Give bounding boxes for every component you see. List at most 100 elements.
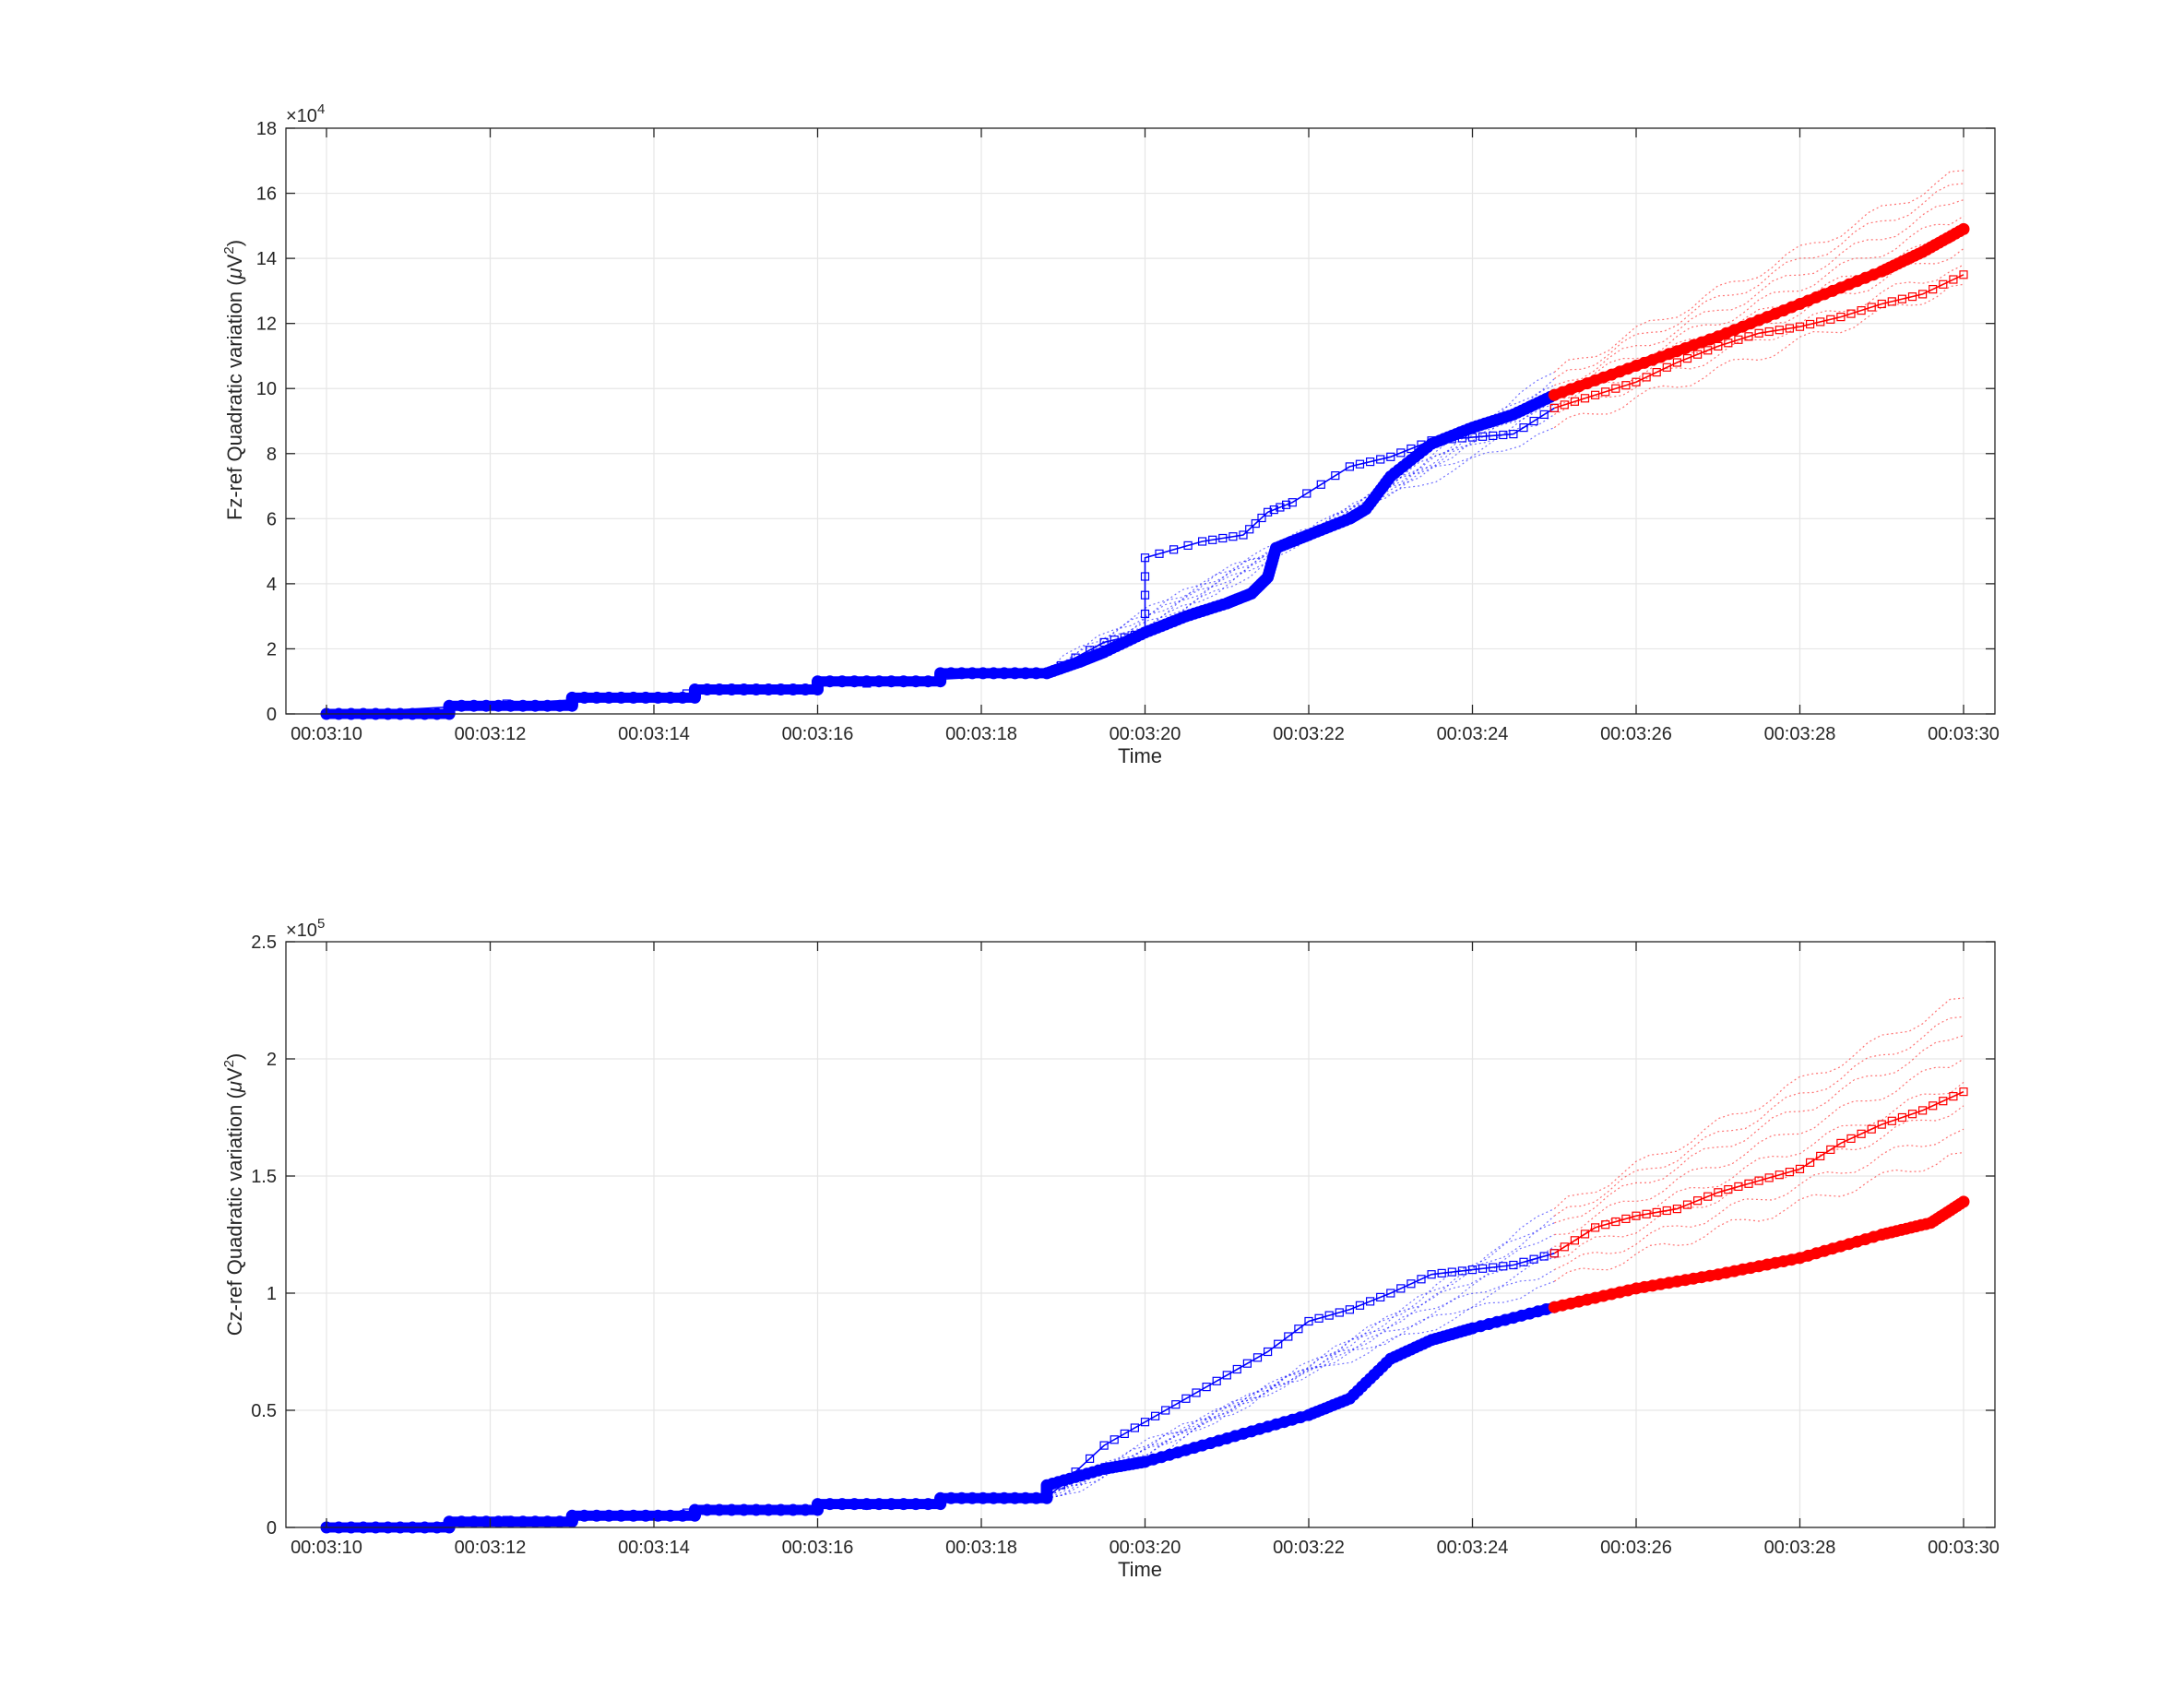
square-marker: [1764, 1173, 1774, 1182]
square-marker: [1601, 387, 1610, 397]
square-marker: [1140, 1418, 1150, 1427]
grid-lines: [286, 941, 1995, 1528]
square-marker: [1376, 1292, 1385, 1302]
data-point-marker: [664, 691, 677, 704]
data-point-marker: [639, 691, 652, 704]
square-marker: [1939, 279, 1948, 289]
data-point-marker: [787, 1503, 800, 1516]
square-marker: [1263, 1347, 1273, 1357]
square-marker: [1467, 433, 1478, 442]
square-marker: [1744, 332, 1753, 341]
x-tick-label: 00:03:22: [1273, 1538, 1345, 1558]
square-marker: [1376, 455, 1385, 464]
tick-labels: 00:03:10 00:03:12 00:03:14 00:03:16 00:03:18…: [256, 119, 2000, 744]
realization-line-red: [1554, 264, 1964, 415]
square-marker: [1288, 498, 1297, 507]
square-marker: [1846, 1134, 1856, 1144]
y-axis-label: Cz-ref Quadratic variation (μV2): [221, 1053, 246, 1337]
square-marker: [1857, 1129, 1866, 1138]
square-marker: [1489, 431, 1498, 440]
square-marker: [1509, 1260, 1518, 1270]
square-marker: [862, 1501, 872, 1510]
data-point-marker: [799, 683, 812, 695]
data-point-marker: [944, 1491, 957, 1504]
square-marker: [1252, 1353, 1263, 1362]
square-marker: [1621, 381, 1631, 390]
square-marker: [1140, 590, 1150, 600]
square-marker: [682, 689, 692, 698]
square-marker: [1478, 432, 1488, 441]
data-point-marker: [738, 683, 751, 695]
square-marker: [1805, 319, 1815, 329]
data-point-marker: [1008, 1491, 1021, 1504]
square-marker: [1560, 1242, 1569, 1252]
square-marker: [1263, 507, 1273, 517]
x-tick-label: 00:03:24: [1437, 724, 1509, 744]
data-point-marker: [872, 1498, 885, 1511]
realization-line-red: [1553, 997, 1964, 1210]
square-marker: [1785, 1167, 1795, 1177]
square-marker: [1365, 1297, 1375, 1306]
data-point-marker: [565, 691, 578, 704]
data-point-marker: [824, 675, 837, 688]
data-point-marker: [872, 675, 885, 688]
square-marker: [1437, 435, 1446, 445]
data-point-marker: [639, 1509, 652, 1522]
square-marker: [1110, 1435, 1119, 1444]
data-point-marker: [725, 1503, 738, 1516]
square-marker: [1672, 1204, 1682, 1214]
square-marker: [1703, 1192, 1713, 1201]
data-point-marker: [664, 1509, 677, 1522]
y-tick-label: 14: [256, 249, 277, 269]
data-point-marker: [528, 1515, 541, 1528]
realization-line-blue: [1046, 404, 1555, 674]
square-marker: [1056, 660, 1066, 671]
y-tick-label: 2.5: [251, 933, 277, 953]
realization-line-blue: [1046, 1245, 1555, 1499]
square-marker: [1085, 646, 1095, 655]
axes-box: [285, 127, 1996, 715]
square-marker: [1632, 377, 1641, 386]
y-tick-label: 16: [256, 184, 277, 205]
square-marker: [1529, 416, 1538, 426]
square-marker: [1120, 1429, 1129, 1439]
square-marker: [1939, 1097, 1948, 1106]
square-marker: [1407, 1279, 1416, 1289]
x-tick-label: 00:03:22: [1273, 724, 1345, 744]
x-tick-label: 00:03:20: [1110, 724, 1181, 744]
y-axis-label: Fz-ref Quadratic variation (μV2): [221, 240, 246, 520]
x-tick-label: 00:03:16: [782, 1538, 854, 1558]
square-marker: [1642, 373, 1651, 382]
square-marker: [1447, 434, 1456, 444]
square-marker: [1417, 440, 1426, 449]
square-marker: [1734, 335, 1743, 344]
square-marker: [1959, 270, 1968, 279]
square-marker: [1269, 505, 1278, 515]
square-marker: [1642, 1209, 1651, 1218]
realization-line-red: [1554, 1035, 1964, 1224]
data-point-marker: [516, 699, 529, 712]
y-tick-label: 8: [267, 445, 277, 465]
data-point-marker: [934, 667, 947, 680]
data-point-marker: [590, 691, 603, 704]
x-tick-label: 00:03:18: [945, 724, 1017, 744]
data-point-marker: [1957, 222, 1970, 235]
square-marker: [1284, 1332, 1293, 1341]
square-marker: [1130, 630, 1140, 640]
square-marker: [1335, 1308, 1344, 1317]
square-marker: [1161, 1406, 1170, 1415]
data-point-marker: [627, 691, 640, 704]
y-tick-label: 0.5: [251, 1401, 277, 1421]
square-marker: [502, 699, 511, 708]
square-marker: [1846, 309, 1856, 318]
square-marker: [1907, 292, 1917, 302]
data-point-marker: [553, 699, 566, 712]
square-marker: [1437, 1268, 1446, 1278]
square-marker: [1816, 1151, 1825, 1161]
square-marker: [1417, 1275, 1426, 1284]
y-exponent-label: ×105: [286, 916, 325, 941]
x-tick-label: 00:03:30: [1928, 1538, 2000, 1558]
square-marker: [1785, 324, 1795, 333]
x-tick-label: 00:03:24: [1437, 1538, 1509, 1558]
square-marker: [1897, 294, 1906, 303]
